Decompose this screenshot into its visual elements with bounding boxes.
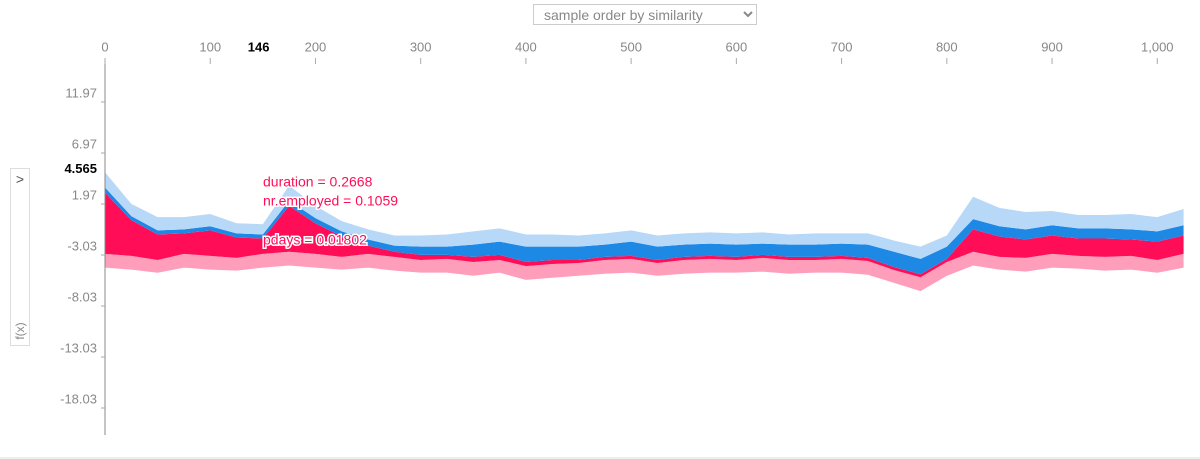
- y-tick-label: 11.97: [65, 85, 97, 100]
- sort-select[interactable]: sample order by similarity: [533, 4, 757, 25]
- y-tick-label: 6.97: [72, 136, 97, 151]
- y-tick-label: -18.03: [60, 391, 97, 406]
- x-tick-label: 500: [620, 39, 642, 54]
- x-tick-label: 400: [515, 39, 537, 54]
- area-band: [105, 192, 1184, 278]
- x-tick-label: 0: [101, 39, 108, 54]
- y-axis-panel: > f(x): [10, 168, 30, 346]
- expand-button[interactable]: >: [15, 171, 25, 187]
- x-tick-label: 1,000: [1141, 39, 1174, 54]
- highlight-x-label: 146: [248, 39, 270, 54]
- y-axis-label: f(x): [13, 322, 27, 340]
- highlight-y-label: 4.565: [64, 161, 97, 176]
- x-tick-label: 200: [305, 39, 327, 54]
- feature-annotation: nr.employed = 0.1059: [263, 193, 398, 209]
- y-tick-label: -8.03: [67, 289, 97, 304]
- x-tick-label: 100: [199, 39, 221, 54]
- x-tick-label: 800: [936, 39, 958, 54]
- area-band: [105, 251, 1184, 291]
- x-tick-label: 300: [410, 39, 432, 54]
- feature-annotation: duration = 0.2668: [263, 174, 373, 190]
- x-tick-label: 700: [831, 39, 853, 54]
- y-tick-label: -13.03: [60, 340, 97, 355]
- area-band: [105, 172, 1184, 259]
- area-band: [105, 187, 1184, 275]
- y-tick-label: -3.03: [67, 238, 97, 253]
- x-tick-label: 900: [1041, 39, 1063, 54]
- feature-annotation: pdays = 0.01802: [263, 232, 367, 248]
- x-tick-label: 600: [726, 39, 748, 54]
- y-tick-label: 1.97: [72, 187, 97, 202]
